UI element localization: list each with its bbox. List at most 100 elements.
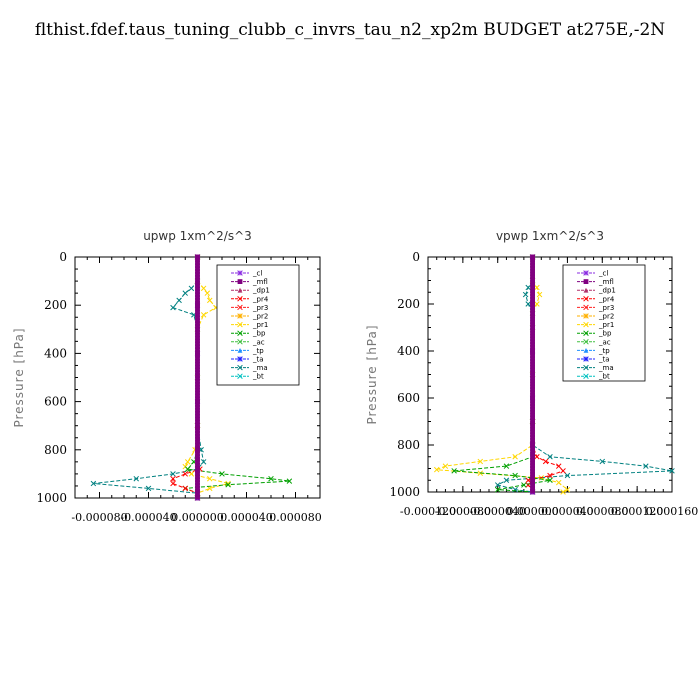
data-point <box>530 384 535 390</box>
data-point <box>451 468 457 474</box>
legend-label: _cl <box>252 270 262 278</box>
data-point <box>530 288 535 294</box>
data-point <box>530 449 535 454</box>
data-point <box>530 358 535 364</box>
data-point <box>195 428 200 433</box>
data-point <box>530 452 535 457</box>
legend-label: _pr3 <box>598 304 614 312</box>
data-point <box>182 290 189 296</box>
y-tick-label: 800 <box>44 443 67 457</box>
data-point <box>195 494 200 500</box>
data-point <box>547 472 553 479</box>
legend-marker <box>583 356 589 362</box>
data-point <box>195 474 200 480</box>
legend-label: _bt <box>252 373 264 381</box>
data-point <box>195 329 200 335</box>
data-point <box>530 347 535 353</box>
data-point <box>195 370 200 376</box>
legend-label: _ma <box>598 364 614 372</box>
data-point <box>512 472 518 479</box>
data-point <box>195 436 200 442</box>
data-point <box>195 271 200 277</box>
data-point <box>195 373 200 378</box>
data-point <box>195 488 200 494</box>
data-point <box>530 443 535 449</box>
legend-label: _pr1 <box>252 321 268 329</box>
legend-label: _mfl <box>252 278 268 286</box>
data-point <box>530 375 535 381</box>
y-tick-label: 400 <box>44 346 67 360</box>
data-point <box>90 480 97 487</box>
data-point <box>534 284 540 291</box>
legend-marker <box>583 304 589 311</box>
data-point <box>195 295 200 300</box>
data-point <box>560 489 566 495</box>
data-point <box>555 463 562 469</box>
legend-label: _pr4 <box>598 295 615 303</box>
legend: _cl_mfl_dp1_pr4_pr3_pr2_pr1_bp_ac_tp_ta_… <box>562 264 646 382</box>
data-point <box>512 486 518 493</box>
data-point <box>530 302 535 308</box>
data-point <box>503 477 510 484</box>
legend-marker <box>237 373 243 379</box>
legend-label: _pr4 <box>252 295 269 303</box>
data-point <box>530 279 535 285</box>
data-point <box>195 471 200 477</box>
data-point <box>195 266 200 271</box>
data-point <box>442 463 449 469</box>
x-tick-label: 0.000000 <box>171 511 224 524</box>
data-point <box>547 453 553 460</box>
data-point <box>195 480 200 485</box>
data-point <box>512 453 518 460</box>
data-point <box>494 486 501 493</box>
data-point <box>195 367 200 373</box>
data-point <box>195 263 200 269</box>
data-point <box>542 458 549 465</box>
data-point <box>195 477 200 483</box>
data-point <box>564 472 571 479</box>
data-point <box>530 435 535 440</box>
data-point <box>530 367 535 373</box>
data-point <box>530 395 535 401</box>
legend-marker <box>583 313 589 319</box>
legend-marker <box>583 330 589 336</box>
data-point <box>530 322 535 328</box>
y-tick-label: 1000 <box>36 491 67 505</box>
data-point <box>530 260 535 266</box>
data-point <box>530 426 535 432</box>
x-tick-label: -0.000040 <box>120 511 176 524</box>
data-point <box>530 294 535 299</box>
legend-marker <box>237 364 243 371</box>
data-point <box>195 410 200 416</box>
y-tick-label: 800 <box>397 438 420 452</box>
data-point <box>195 468 200 474</box>
data-point <box>530 474 535 480</box>
data-point <box>200 459 207 465</box>
data-point <box>530 440 535 446</box>
data-point <box>530 381 535 387</box>
data-point <box>530 353 535 359</box>
data-point <box>184 466 191 472</box>
data-point <box>195 459 200 465</box>
data-point <box>530 344 535 350</box>
data-point <box>195 254 200 260</box>
data-point <box>560 468 566 474</box>
data-point <box>564 486 571 493</box>
legend-label: _dp1 <box>598 287 616 295</box>
data-point <box>195 300 200 306</box>
data-point <box>195 433 200 439</box>
data-point <box>195 350 200 355</box>
data-point <box>195 321 200 326</box>
data-point <box>530 277 535 282</box>
data-point <box>195 381 200 387</box>
legend-marker <box>583 348 589 353</box>
chart-panel-1: upwp 1xm^2/s^3 Pressure [hPa] 0 200 400 600 80… <box>12 229 322 524</box>
data-point <box>530 265 535 271</box>
data-point <box>530 282 535 288</box>
data-point <box>184 459 191 465</box>
data-point <box>494 482 501 488</box>
legend-marker <box>583 339 589 345</box>
data-point <box>195 439 200 445</box>
data-point <box>530 274 535 280</box>
